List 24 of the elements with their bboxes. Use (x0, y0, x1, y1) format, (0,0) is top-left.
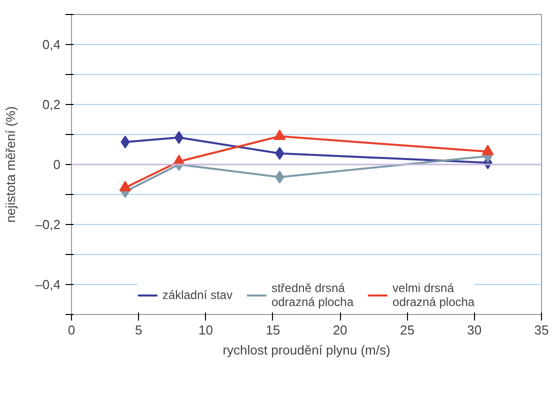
x-tick-label: 25 (400, 322, 414, 338)
x-tick-label: 30 (467, 322, 482, 338)
y-tick-label: 0 (53, 157, 61, 172)
legend-label: středně drsná odrazná plocha (271, 280, 354, 310)
point (275, 170, 284, 184)
y-tick-label: –0,2 (35, 217, 61, 232)
y-tick-label: 0,2 (42, 97, 61, 112)
x-tick-label: 35 (534, 322, 549, 338)
legend-label: velmi drsná odrazná plocha (392, 280, 475, 310)
point (275, 146, 284, 160)
point (482, 144, 494, 156)
y-tick-label: –0,4 (35, 277, 61, 292)
y-axis-title: nejistota měření (%) (3, 106, 18, 223)
legend-label: základní stav (162, 287, 232, 304)
point (174, 131, 184, 144)
y-tick-label: 0,4 (42, 37, 61, 52)
point (120, 136, 130, 148)
x-tick-label: 20 (332, 322, 348, 338)
point (119, 180, 132, 192)
x-tick-label: 5 (135, 322, 142, 338)
x-tick-label: 10 (198, 322, 214, 338)
x-tick-label: 0 (68, 322, 76, 338)
x-tick-label: 15 (266, 322, 280, 338)
x-axis-title: rychlost proudění plynu (m/s) (222, 342, 390, 358)
